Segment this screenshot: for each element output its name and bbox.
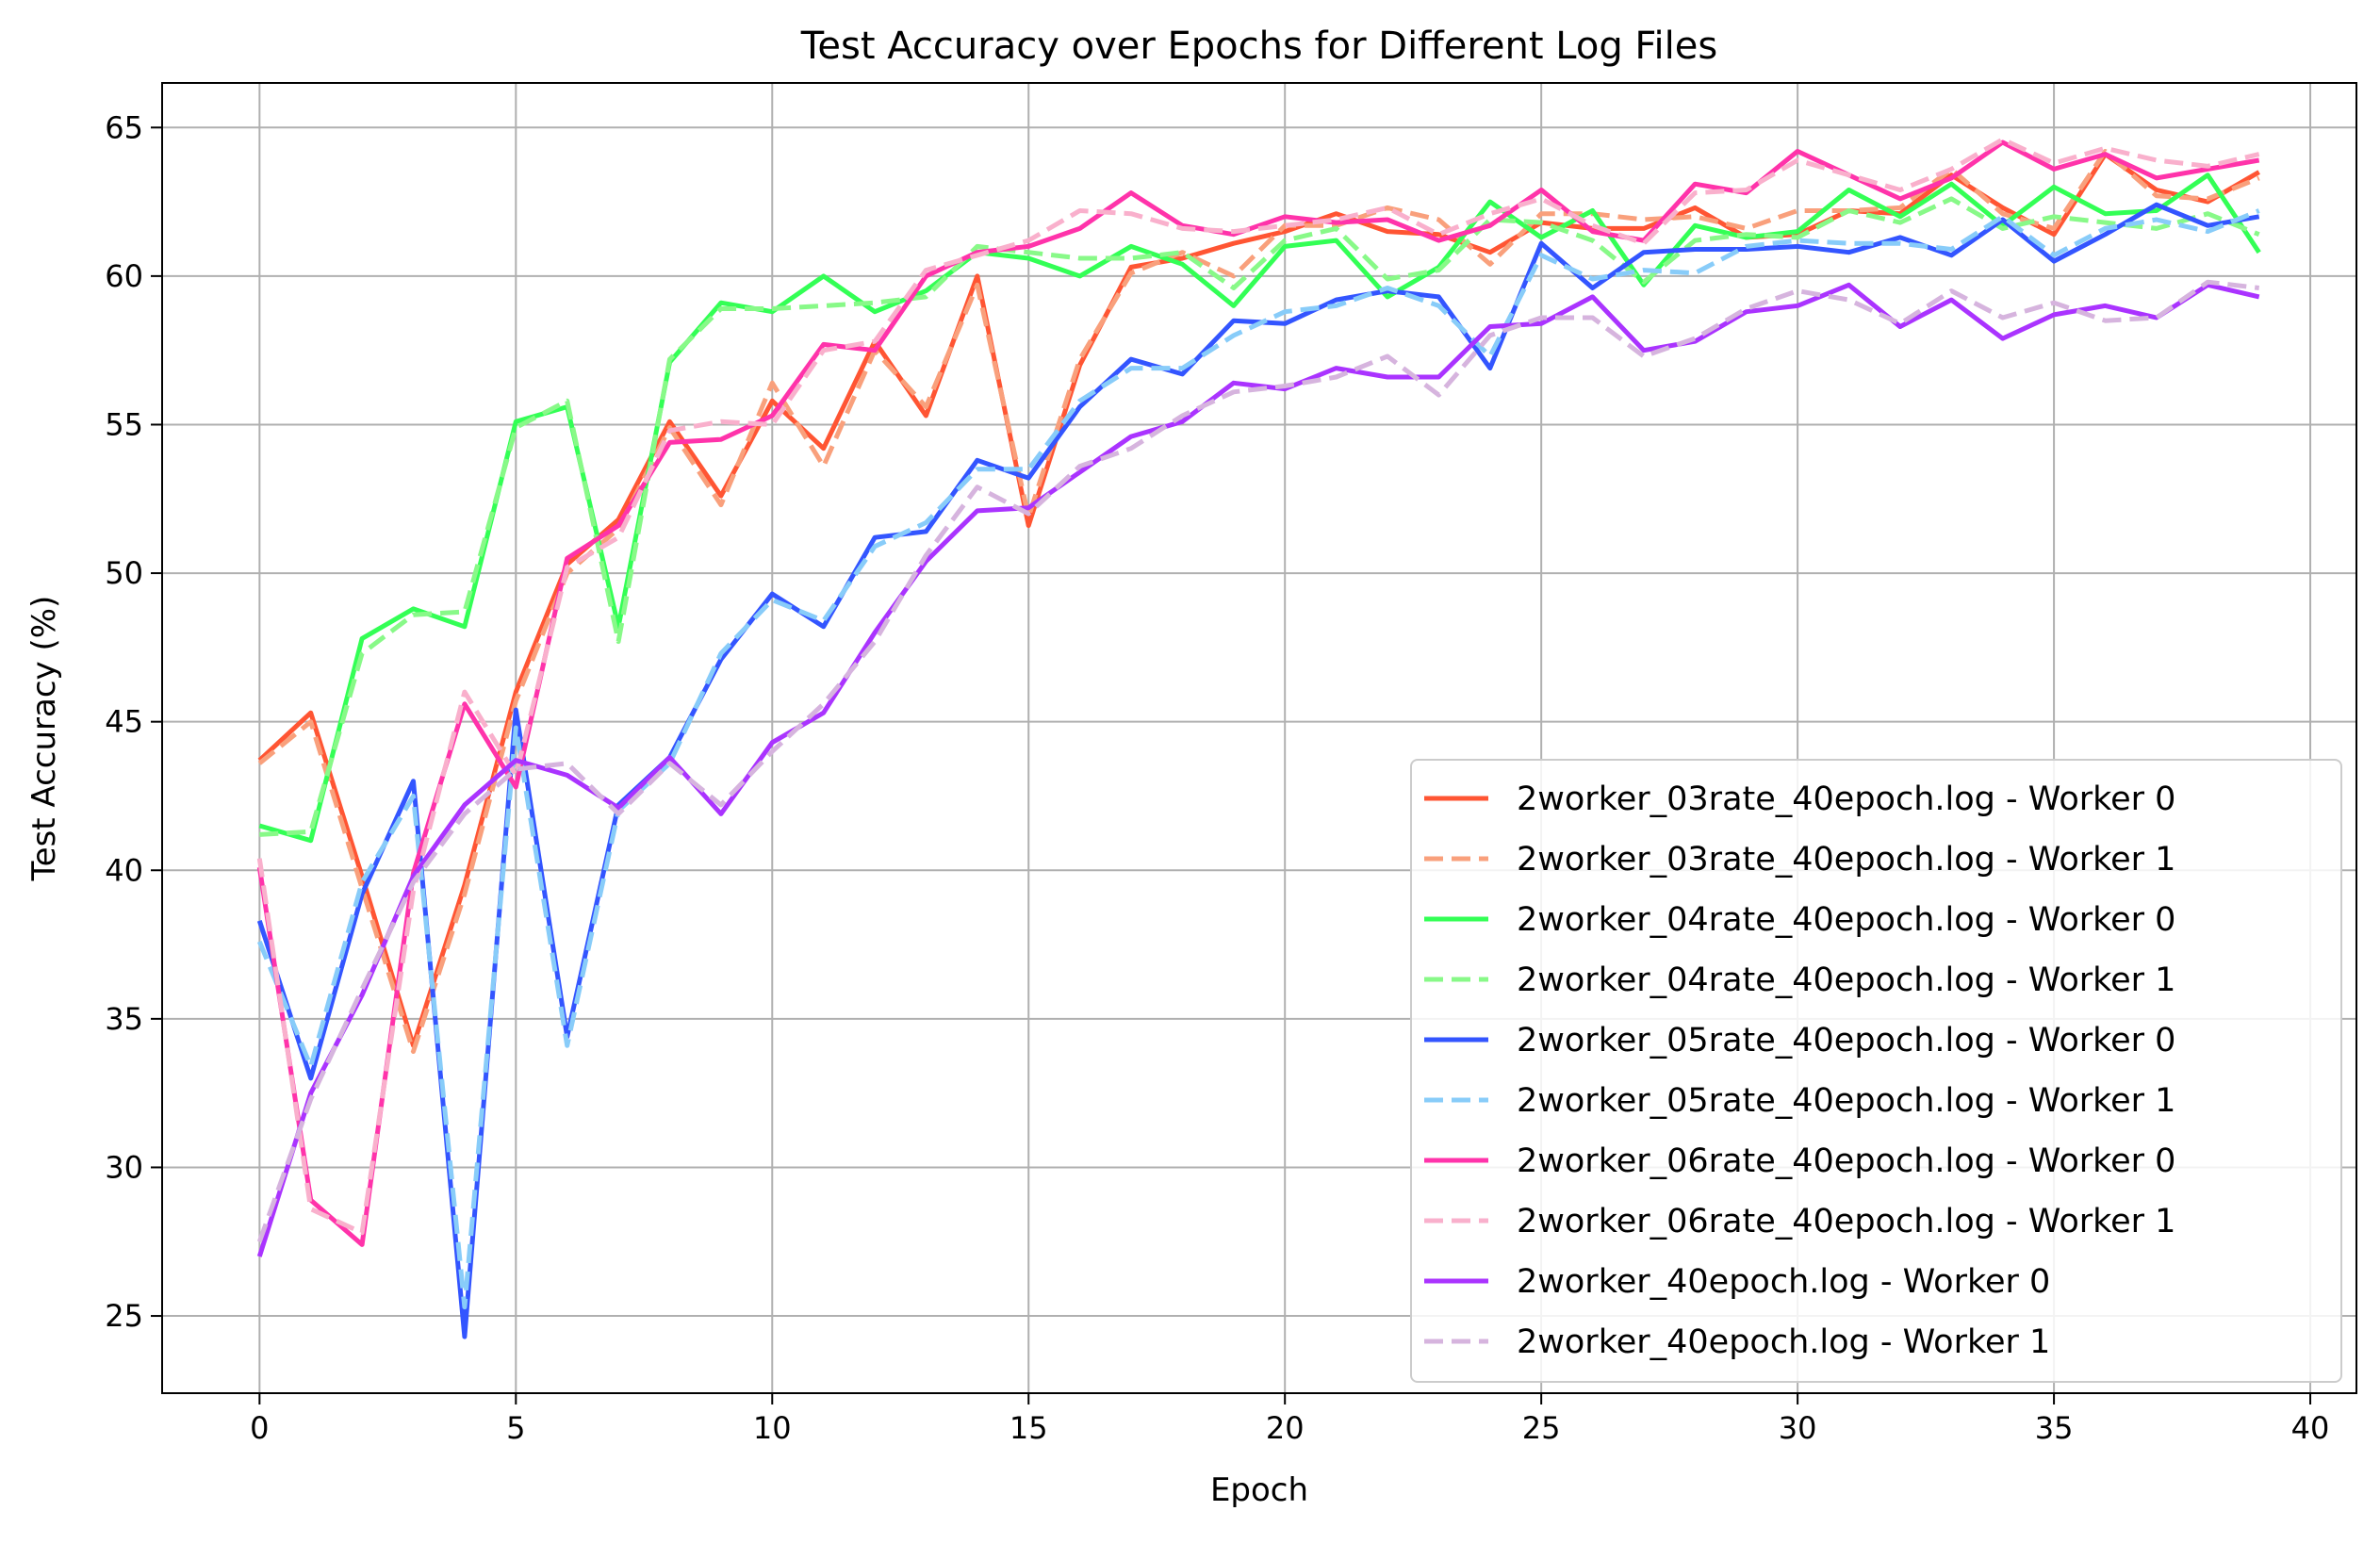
legend-label: 2worker_40epoch.log - Worker 0 [1517, 1263, 2050, 1301]
series-lines [256, 137, 2261, 1339]
legend-label: 2worker_04rate_40epoch.log - Worker 1 [1517, 961, 2175, 999]
series-line-7 [256, 140, 2260, 1247]
plot-frame [161, 82, 2357, 1394]
y-tick-label: 55 [105, 406, 143, 442]
x-tick-label: 40 [2291, 1410, 2330, 1446]
legend-label: 2worker_04rate_40epoch.log - Worker 0 [1517, 901, 2175, 939]
series-line-4 [259, 196, 2260, 837]
x-tick-label: 35 [2035, 1410, 2074, 1446]
legend-label: 2worker_05rate_40epoch.log - Worker 1 [1517, 1082, 2175, 1120]
legend-label: 2worker_06rate_40epoch.log - Worker 1 [1517, 1203, 2175, 1240]
x-tick-label: 10 [753, 1410, 792, 1446]
legend-label: 2worker_03rate_40epoch.log - Worker 1 [1517, 841, 2175, 879]
series-line-10 [256, 279, 2259, 1243]
y-axis-title: Test Accuracy (%) [25, 596, 63, 882]
x-tick-label: 30 [1779, 1410, 1817, 1446]
x-tick-label: 25 [1522, 1410, 1561, 1446]
x-tick-label: 5 [506, 1410, 525, 1446]
x-tick-label: 20 [1266, 1410, 1305, 1446]
legend-label: 2worker_40epoch.log - Worker 1 [1517, 1323, 2050, 1361]
chart-title: Test Accuracy over Epochs for Different … [800, 25, 1717, 68]
series-line-8 [256, 137, 2260, 1236]
y-tick-label: 60 [105, 258, 143, 294]
y-tick-label: 25 [105, 1298, 143, 1334]
x-axis-title: Epoch [1210, 1471, 1308, 1509]
legend-box [1410, 759, 2342, 1383]
series-line-6 [256, 208, 2260, 1310]
x-tick-label: 0 [250, 1410, 269, 1446]
legend: 2worker_03rate_40epoch.log - Worker 0 2wo… [1410, 759, 2342, 1383]
y-tick-label: 65 [105, 109, 143, 145]
y-tick-label: 40 [105, 852, 143, 888]
legend-label: 2worker_03rate_40epoch.log - Worker 0 [1517, 780, 2175, 818]
y-tick-label: 35 [105, 1001, 143, 1037]
y-tick-label: 30 [105, 1149, 143, 1185]
axis-ticks: 0 5 10 15 20 25 30 35 40 25 30 35 40 45 50 55 60 65 [105, 109, 2329, 1446]
legend-label: 2worker_06rate_40epoch.log - Worker 0 [1517, 1142, 2175, 1180]
y-tick-label: 45 [105, 704, 143, 740]
legend-label: 2worker_05rate_40epoch.log - Worker 0 [1517, 1022, 2175, 1059]
x-tick-label: 15 [1009, 1410, 1048, 1446]
y-tick-label: 50 [105, 555, 143, 591]
